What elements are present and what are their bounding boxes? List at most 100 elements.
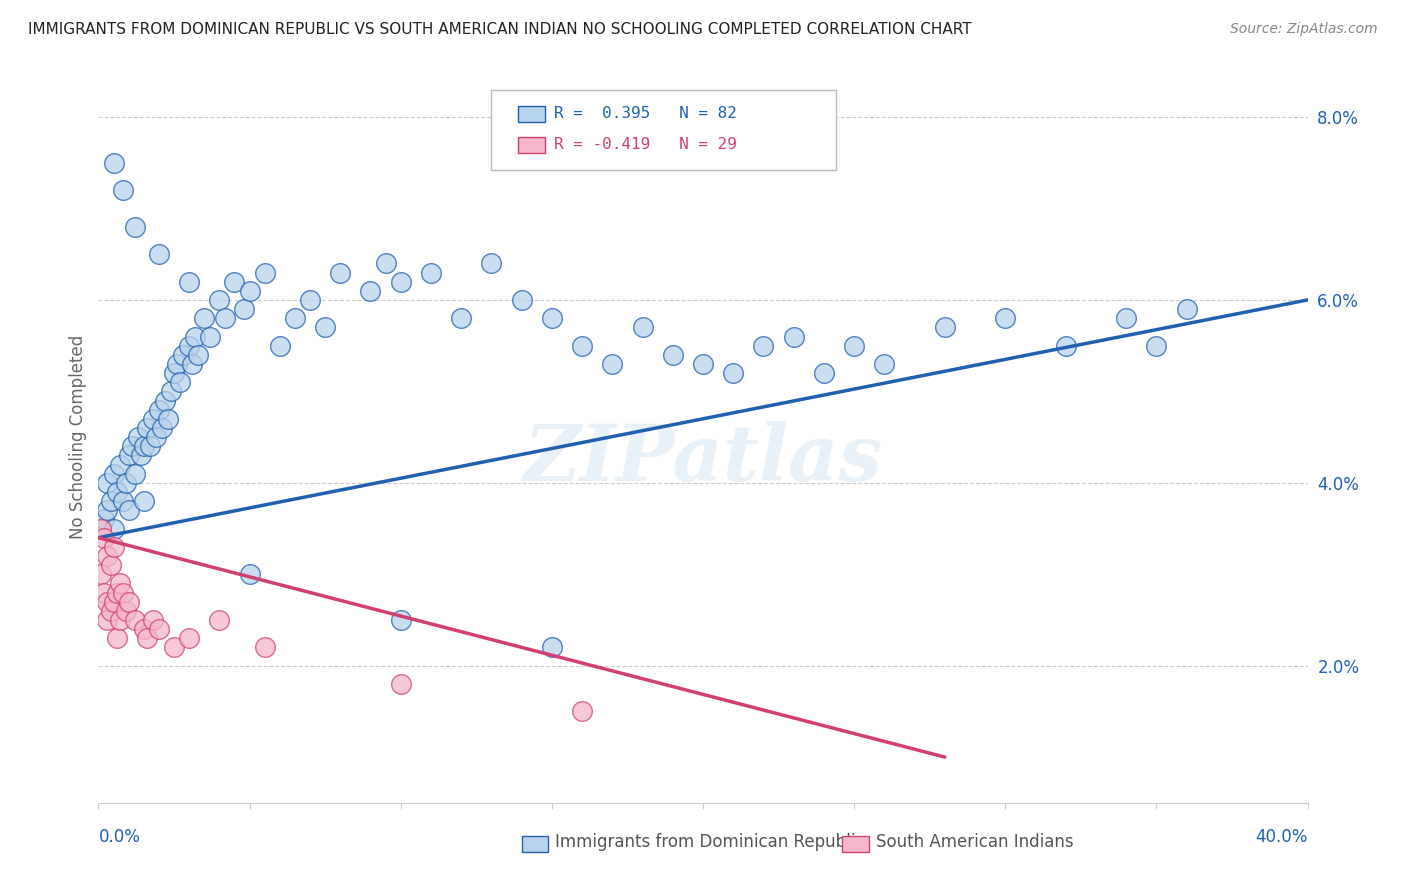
- Point: [208, 613, 231, 627]
- Y-axis label: No Schooling Completed: No Schooling Completed: [69, 335, 87, 539]
- Point: [420, 266, 443, 280]
- Point: [631, 320, 654, 334]
- Point: [329, 266, 352, 280]
- Point: [96, 475, 118, 490]
- Point: [571, 338, 593, 352]
- Point: [96, 549, 118, 563]
- Point: [90, 521, 112, 535]
- Point: [269, 338, 291, 352]
- Point: [124, 613, 146, 627]
- Point: [127, 430, 149, 444]
- Point: [118, 503, 141, 517]
- Point: [374, 256, 396, 270]
- Point: [661, 348, 683, 362]
- Point: [179, 632, 201, 646]
- Point: [108, 458, 131, 472]
- Point: [540, 311, 562, 326]
- Point: [873, 357, 896, 371]
- Point: [100, 558, 122, 573]
- Point: [132, 622, 155, 636]
- Point: [1054, 338, 1077, 352]
- Point: [111, 494, 134, 508]
- Point: [100, 494, 122, 508]
- Point: [148, 247, 170, 261]
- Bar: [517, 136, 544, 153]
- Point: [1175, 301, 1198, 317]
- Text: IMMIGRANTS FROM DOMINICAN REPUBLIC VS SOUTH AMERICAN INDIAN NO SCHOOLING COMPLET: IMMIGRANTS FROM DOMINICAN REPUBLIC VS SO…: [28, 22, 972, 37]
- Point: [844, 338, 866, 352]
- Text: ZIPatlas: ZIPatlas: [523, 421, 883, 497]
- Point: [163, 640, 186, 655]
- Point: [96, 503, 118, 517]
- Point: [214, 311, 236, 326]
- Text: Source: ZipAtlas.com: Source: ZipAtlas.com: [1230, 22, 1378, 37]
- Point: [540, 640, 562, 655]
- Point: [239, 567, 262, 582]
- Point: [723, 366, 745, 380]
- Point: [93, 531, 115, 545]
- Point: [111, 585, 134, 599]
- Point: [124, 219, 146, 234]
- Point: [153, 393, 176, 408]
- Text: Immigrants from Dominican Republic: Immigrants from Dominican Republic: [555, 833, 865, 851]
- Point: [96, 595, 118, 609]
- Point: [108, 576, 131, 591]
- Point: [114, 475, 136, 490]
- Point: [172, 348, 194, 362]
- Point: [156, 412, 179, 426]
- Point: [145, 430, 167, 444]
- Point: [360, 284, 382, 298]
- Point: [934, 320, 956, 334]
- Point: [103, 155, 125, 169]
- Point: [208, 293, 231, 307]
- Point: [129, 449, 152, 463]
- Point: [139, 439, 162, 453]
- Point: [90, 567, 112, 582]
- Point: [783, 329, 806, 343]
- Bar: [522, 836, 548, 852]
- Point: [184, 329, 207, 343]
- Point: [103, 595, 125, 609]
- Point: [450, 311, 472, 326]
- Point: [135, 421, 157, 435]
- Point: [994, 311, 1017, 326]
- FancyBboxPatch shape: [492, 90, 837, 170]
- Point: [105, 632, 128, 646]
- Point: [121, 439, 143, 453]
- Point: [118, 449, 141, 463]
- Point: [179, 275, 201, 289]
- Point: [105, 585, 128, 599]
- Point: [193, 311, 215, 326]
- Point: [232, 301, 254, 317]
- Point: [571, 705, 593, 719]
- Point: [132, 494, 155, 508]
- Bar: [842, 836, 869, 852]
- Point: [1144, 338, 1167, 352]
- Point: [187, 348, 209, 362]
- Point: [253, 266, 276, 280]
- Point: [181, 357, 204, 371]
- Point: [692, 357, 714, 371]
- Point: [389, 275, 412, 289]
- Point: [253, 640, 276, 655]
- Point: [105, 485, 128, 500]
- Point: [142, 412, 165, 426]
- Point: [103, 467, 125, 481]
- Point: [179, 338, 201, 352]
- Point: [114, 604, 136, 618]
- Point: [148, 622, 170, 636]
- Point: [90, 521, 112, 535]
- Text: 0.0%: 0.0%: [98, 829, 141, 847]
- Point: [389, 613, 412, 627]
- Point: [510, 293, 533, 307]
- Point: [239, 284, 262, 298]
- Text: R =  0.395   N = 82: R = 0.395 N = 82: [554, 106, 737, 121]
- Point: [132, 439, 155, 453]
- Point: [1115, 311, 1137, 326]
- Point: [224, 275, 246, 289]
- Bar: [517, 106, 544, 122]
- Point: [96, 613, 118, 627]
- Point: [314, 320, 336, 334]
- Point: [200, 329, 222, 343]
- Point: [142, 613, 165, 627]
